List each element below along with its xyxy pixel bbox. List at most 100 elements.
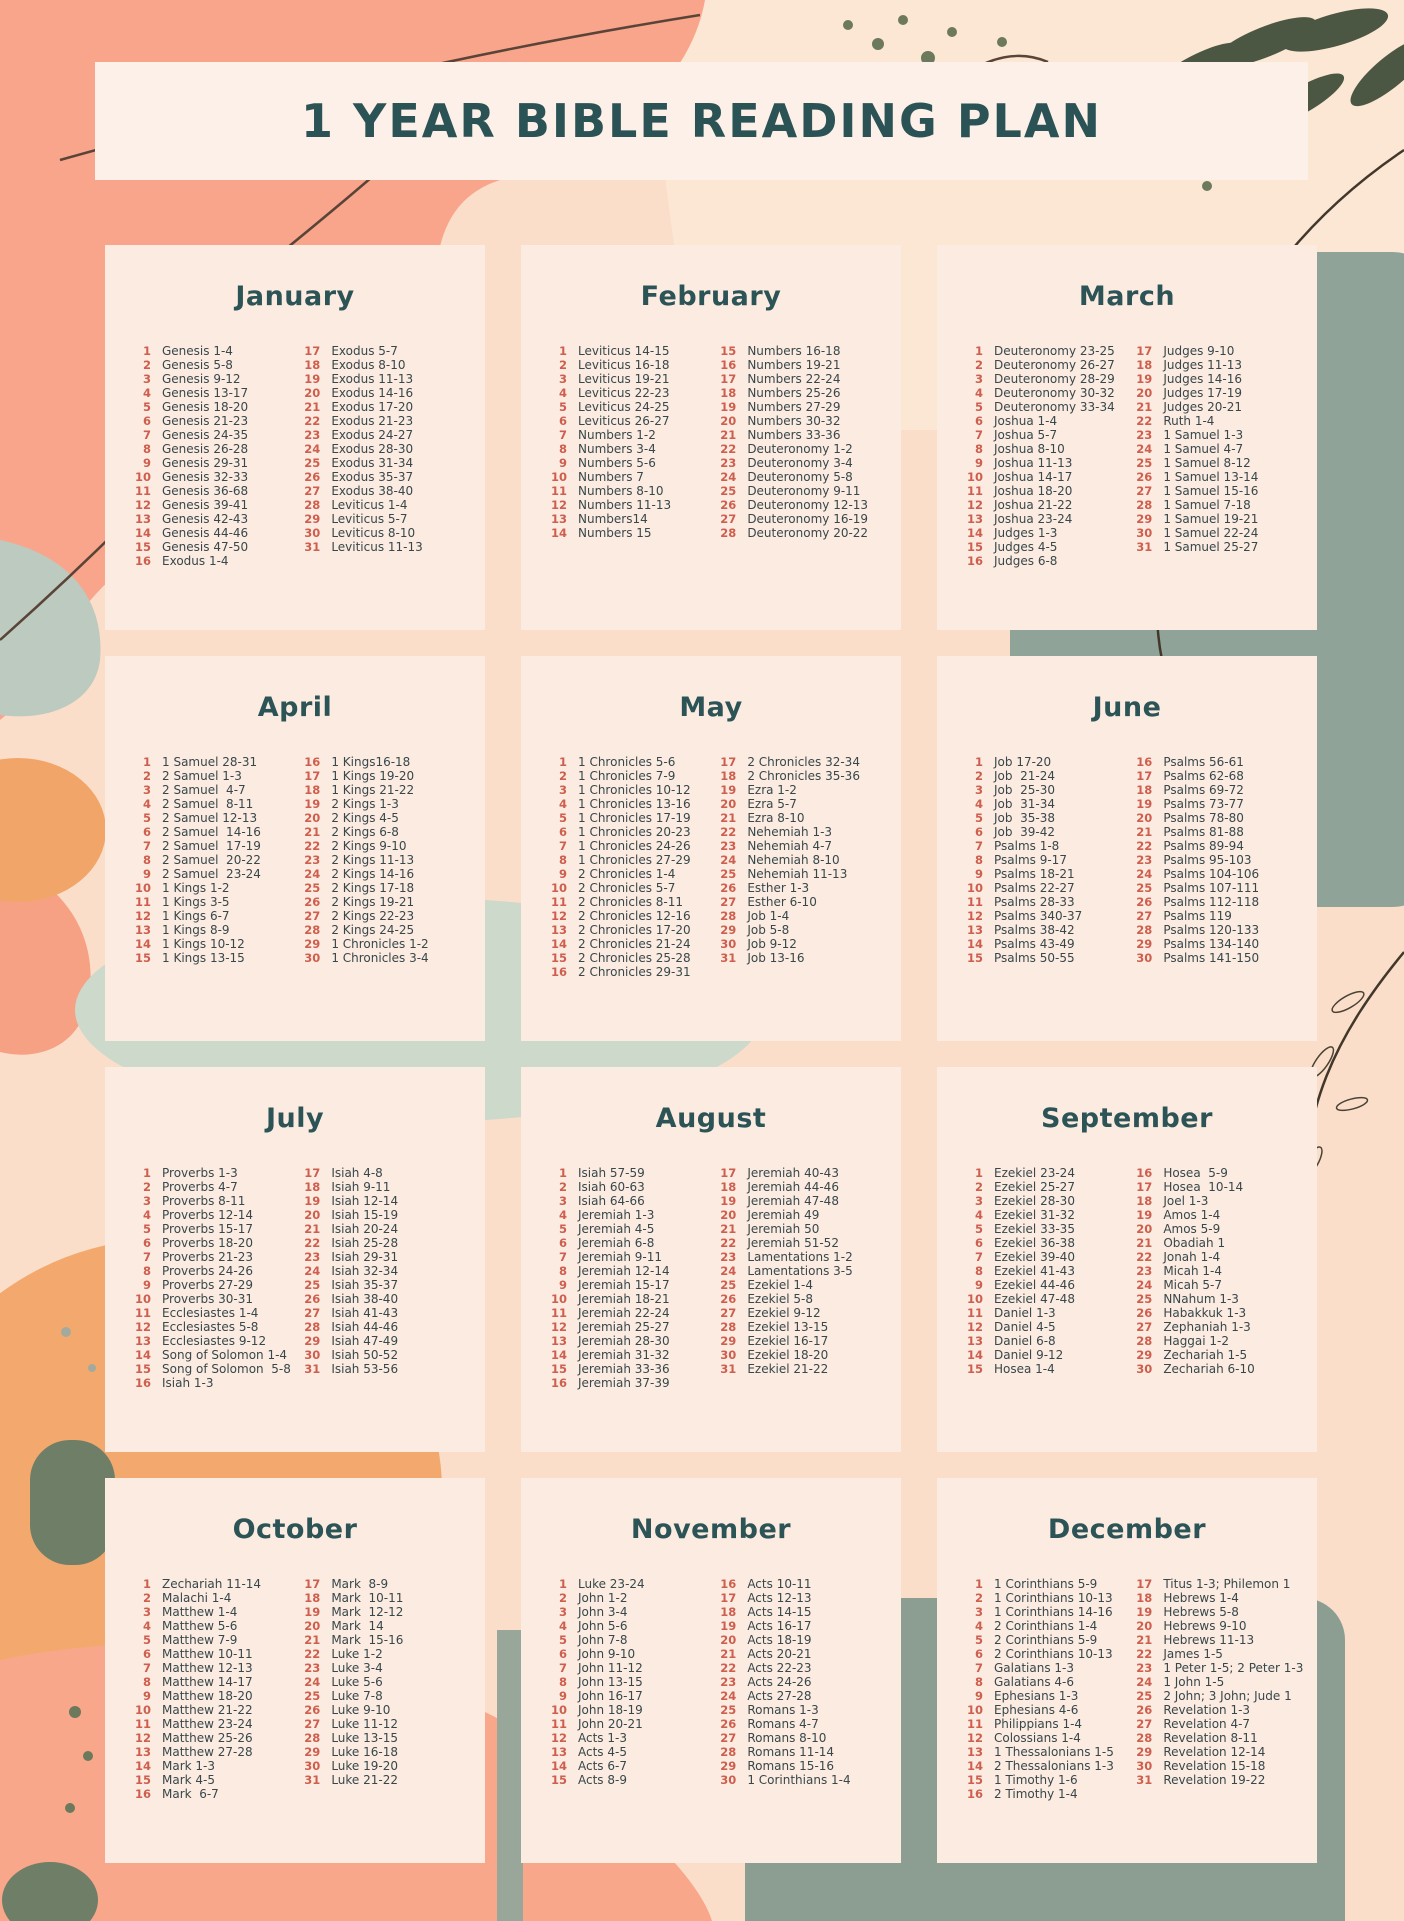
reading-text: 2 Chronicles 35-36: [747, 769, 860, 783]
reading-text: Psalms 120-133: [1163, 923, 1260, 937]
reading-text: Numbers 11-13: [578, 498, 672, 512]
day-number: 28: [1136, 1334, 1153, 1348]
day-number: 13: [966, 512, 983, 526]
day-number: 30: [1136, 1759, 1153, 1773]
reading-text: Proverbs 12-14: [162, 1208, 254, 1222]
day-number: 22: [1136, 1250, 1153, 1264]
day-number: 23: [304, 853, 321, 867]
reading-row: 17 2 Chronicles 32-34: [714, 755, 877, 769]
reading-row: 20 Amos 5-9: [1130, 1222, 1293, 1236]
reading-row: 24 Luke 5-6: [298, 1675, 461, 1689]
day-number: 14: [550, 1759, 567, 1773]
reading-text: Deuteronomy 26-27: [994, 358, 1115, 372]
reading-text: Judges 9-10: [1163, 344, 1235, 358]
day-number: 18: [304, 783, 321, 797]
reading-text: Jonah 1-4: [1163, 1250, 1221, 1264]
day-number: 29: [1136, 1745, 1153, 1759]
reading-row: 11 Ecclesiastes 1-4: [129, 1306, 298, 1320]
day-number: 19: [1136, 1208, 1153, 1222]
reading-text: Judges 14-16: [1163, 372, 1243, 386]
day-number: 2: [974, 1591, 983, 1605]
reading-row: 3 John 3-4: [545, 1605, 714, 1619]
reading-row: 26 Ezekiel 5-8: [714, 1292, 877, 1306]
reading-text: 1 Samuel 22-24: [1163, 526, 1259, 540]
reading-row: 21 Numbers 33-36: [714, 428, 877, 442]
reading-row: 8 Psalms 9-17: [961, 853, 1130, 867]
day-number: 28: [1136, 1731, 1153, 1745]
reading-text: Jeremiah 37-39: [578, 1376, 670, 1390]
month-columns: 1 Leviticus 14-15 2 Leviticus 16-18 3 Levitic…: [545, 344, 877, 540]
reading-row: 20 Psalms 78-80: [1130, 811, 1293, 825]
reading-row: 3 1 Chronicles 10-12: [545, 783, 714, 797]
day-number: 12: [134, 1731, 151, 1745]
day-number: 27: [304, 484, 321, 498]
reading-row: 4 Genesis 13-17: [129, 386, 298, 400]
reading-row: 17 Mark 8-9: [298, 1577, 461, 1591]
reading-text: Psalms 22-27: [994, 881, 1075, 895]
reading-row: 18 Exodus 8-10: [298, 358, 461, 372]
reading-row: 26 1 Samuel 13-14: [1130, 470, 1293, 484]
day-number: 15: [134, 1362, 151, 1376]
reading-row: 7 Matthew 12-13: [129, 1661, 298, 1675]
day-number: 1: [974, 1166, 983, 1180]
day-number: 13: [550, 1745, 567, 1759]
day-number: 27: [720, 1731, 737, 1745]
reading-text: 1 Chronicles 24-26: [578, 839, 691, 853]
day-number: 23: [1136, 1661, 1153, 1675]
day-number: 24: [304, 442, 321, 456]
reading-text: NNahum 1-3: [1163, 1292, 1239, 1306]
reading-row: 4 Job 31-34: [961, 797, 1130, 811]
reading-row: 24 Micah 5-7: [1130, 1278, 1293, 1292]
reading-row: 17 Exodus 5-7: [298, 344, 461, 358]
day-number: 17: [304, 1166, 321, 1180]
day-number: 14: [134, 1759, 151, 1773]
day-number: 2: [974, 1180, 983, 1194]
reading-text: Isiah 57-59: [578, 1166, 645, 1180]
reading-text: Colossians 1-4: [994, 1731, 1081, 1745]
month-column-right: 17 Exodus 5-7 18 Exodus 8-10 19 Exodus 11-13 2…: [298, 344, 461, 568]
reading-text: Matthew 23-24: [162, 1717, 253, 1731]
reading-row: 10 Proverbs 30-31: [129, 1292, 298, 1306]
reading-text: Psalms 38-42: [994, 923, 1075, 937]
reading-row: 14 Daniel 9-12: [961, 1348, 1130, 1362]
reading-row: 23 Micah 1-4: [1130, 1264, 1293, 1278]
reading-row: 12 1 Kings 6-7: [129, 909, 298, 923]
reading-row: 30 1 Corinthians 1-4: [714, 1773, 877, 1787]
day-number: 29: [720, 923, 737, 937]
day-number: 10: [134, 881, 151, 895]
reading-text: Isiah 9-11: [331, 1180, 391, 1194]
reading-row: 18 Numbers 25-26: [714, 386, 877, 400]
reading-text: Romans 15-16: [747, 1759, 835, 1773]
reading-row: 22 Psalms 89-94: [1130, 839, 1293, 853]
reading-text: Psalms 107-111: [1163, 881, 1260, 895]
day-number: 4: [974, 386, 983, 400]
day-number: 3: [142, 372, 151, 386]
reading-row: 10 Psalms 22-27: [961, 881, 1130, 895]
reading-text: Acts 10-11: [747, 1577, 812, 1591]
reading-row: 11 Jeremiah 22-24: [545, 1306, 714, 1320]
reading-text: Haggai 1-2: [1163, 1334, 1230, 1348]
month-title: December: [1047, 1514, 1207, 1545]
reading-row: 22 2 Kings 9-10: [298, 839, 461, 853]
reading-row: 14 2 Chronicles 21-24: [545, 937, 714, 951]
reading-text: 1 Kings 1-2: [162, 881, 230, 895]
reading-text: 1 Chronicles 3-4: [331, 951, 429, 965]
reading-row: 9 Jeremiah 15-17: [545, 1278, 714, 1292]
reading-row: 24 1 John 1-5: [1130, 1675, 1293, 1689]
day-number: 2: [142, 1591, 151, 1605]
day-number: 20: [1136, 386, 1153, 400]
day-number: 1: [142, 344, 151, 358]
reading-row: 17 Numbers 22-24: [714, 372, 877, 386]
reading-row: 5 2 Corinthians 5-9: [961, 1633, 1130, 1647]
reading-row: 27 1 Samuel 15-16: [1130, 484, 1293, 498]
day-number: 7: [974, 839, 983, 853]
day-number: 26: [1136, 895, 1153, 909]
day-number: 16: [1136, 755, 1153, 769]
reading-row: 14 1 Kings 10-12: [129, 937, 298, 951]
reading-text: Exodus 11-13: [331, 372, 414, 386]
day-number: 8: [974, 442, 983, 456]
month-panel-april: April 1 1 Samuel 28-31 2 2 Samuel 1-3 3 2 Samu…: [105, 656, 485, 1041]
month-title: July: [265, 1103, 325, 1134]
month-title: August: [655, 1103, 767, 1134]
